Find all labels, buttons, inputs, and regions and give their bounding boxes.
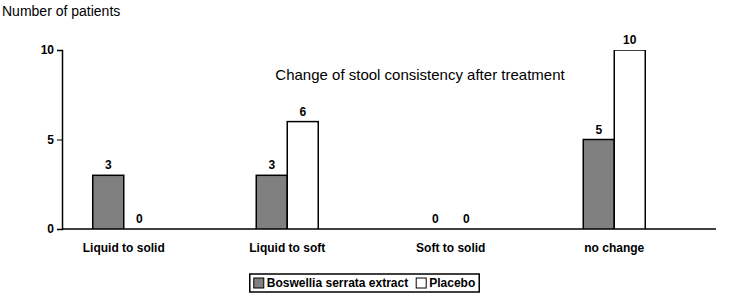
x-tick-label: Liquid to soft	[249, 241, 325, 255]
legend-label: Placebo	[429, 276, 475, 290]
x-tick-label: Soft to solid	[416, 241, 485, 255]
data-label: 0	[463, 212, 470, 226]
data-label: 0	[432, 212, 439, 226]
x-tick-label: no change	[584, 241, 644, 255]
y-tick: 10	[41, 43, 62, 57]
bar	[287, 122, 318, 229]
y-axis: 0 5 10	[41, 43, 63, 236]
chart: 0 5 10 Liquid to solid Liquid to soft Soft to…	[0, 0, 729, 307]
legend: Boswellia serrata extract Placebo	[250, 274, 479, 292]
y-tick-mark	[57, 50, 62, 51]
y-axis-line	[57, 51, 63, 230]
data-label: 5	[595, 123, 602, 137]
bar	[614, 50, 645, 229]
bar	[93, 175, 124, 229]
legend-item: Boswellia serrata extract	[254, 276, 408, 290]
data-label: 6	[299, 105, 306, 119]
legend-item: Placebo	[416, 276, 475, 290]
data-label: 0	[136, 212, 143, 226]
data-label: 10	[623, 33, 637, 47]
data-label: 3	[268, 158, 275, 172]
title: Change of stool consistency after treatm…	[275, 66, 565, 83]
legend-swatch	[416, 278, 426, 288]
x-tick: Liquid to soft	[249, 229, 325, 255]
data-labels: 3 3 0 5 0 6 0 10	[105, 33, 637, 226]
bar	[124, 228, 155, 229]
legend-label: Boswellia serrata extract	[267, 276, 408, 290]
legend-box	[250, 274, 479, 292]
y-tick: 5	[47, 133, 62, 147]
y-tick-mark	[57, 140, 62, 141]
x-tick: Liquid to solid	[83, 229, 165, 255]
y-tick-label: 5	[47, 133, 54, 147]
y-tick-label: 10	[41, 43, 55, 57]
bar	[451, 228, 482, 229]
y-tick-mark	[57, 229, 62, 230]
bar	[420, 228, 451, 229]
x-axis: Liquid to solid Liquid to soft Soft to sol…	[62, 229, 716, 255]
data-label: 3	[105, 158, 112, 172]
x-tick-label: Liquid to solid	[83, 241, 165, 255]
bar	[583, 140, 614, 230]
y-axis-title: Number of patients	[2, 3, 120, 19]
y-tick-label: 0	[47, 222, 54, 236]
legend-swatch	[254, 278, 264, 288]
y-tick: 0	[47, 222, 62, 236]
x-tick: Soft to solid	[416, 229, 485, 255]
bar	[256, 175, 287, 229]
bars	[93, 50, 646, 229]
x-tick: no change	[584, 229, 644, 255]
